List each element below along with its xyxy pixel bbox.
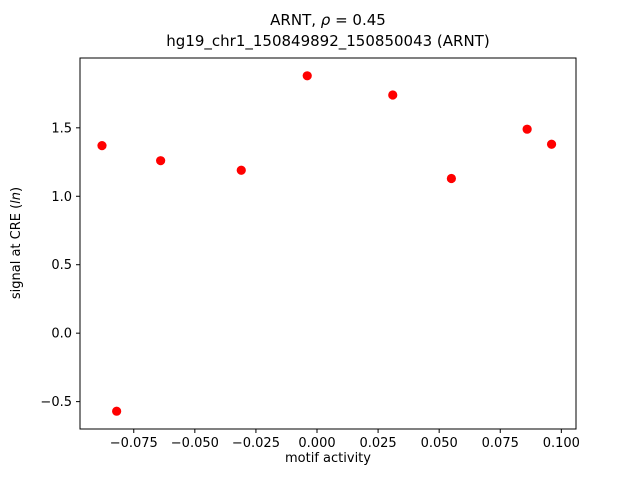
- y-tick-label: 1.0: [51, 190, 72, 205]
- y-tick-label: 0.0: [51, 327, 72, 342]
- y-tick-label: −0.5: [40, 395, 72, 410]
- chart-title: ARNT, ρ = 0.45: [270, 11, 386, 29]
- data-point: [388, 90, 398, 100]
- data-point: [522, 124, 532, 134]
- x-tick-label: 0.050: [421, 436, 458, 451]
- x-axis-label: motif activity: [285, 451, 371, 466]
- data-point: [546, 139, 557, 149]
- y-axis-ticks: −0.5 0.0 0.5 1.0 1.5: [40, 121, 80, 410]
- data-point: [156, 156, 166, 166]
- data-point: [302, 71, 312, 81]
- x-tick-label: 0.075: [482, 436, 519, 451]
- y-tick-label: 1.5: [51, 121, 72, 136]
- data-point: [236, 165, 246, 175]
- x-tick-label: 0.100: [543, 436, 580, 451]
- x-axis-ticks: −0.075 −0.050 −0.025 0.000 0.025 0.050 0.075 0.…: [110, 429, 580, 451]
- data-points: [97, 71, 557, 416]
- y-axis-label: signal at CRE (ln): [9, 187, 24, 299]
- chart-subtitle: hg19_chr1_150849892_150850043 (ARNT): [166, 32, 489, 51]
- x-tick-label: 0.000: [298, 436, 335, 451]
- axes-frame: [79, 57, 577, 430]
- x-tick-label: −0.075: [110, 436, 158, 451]
- x-tick-label: −0.025: [232, 436, 280, 451]
- y-tick-label: 0.5: [51, 258, 72, 273]
- data-point: [446, 173, 456, 184]
- x-tick-label: 0.025: [359, 436, 396, 451]
- x-tick-label: −0.050: [171, 436, 219, 451]
- data-point: [112, 406, 122, 416]
- data-point: [97, 141, 107, 151]
